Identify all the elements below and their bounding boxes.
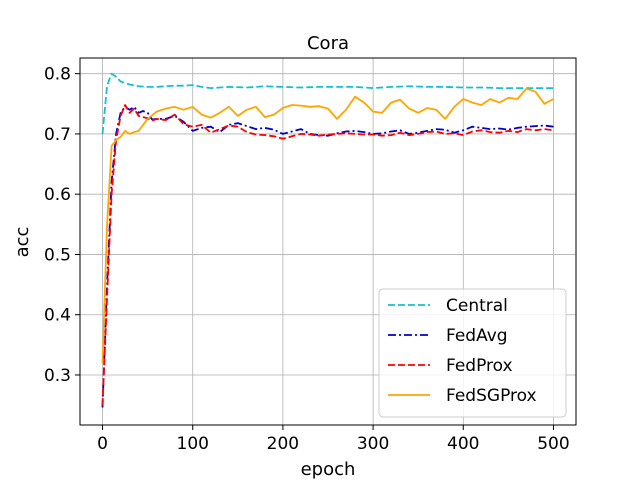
legend-label: FedProx [446,356,513,376]
plot-frame [79,57,577,426]
x-tick-label: 0 [97,434,108,454]
y-axis-ticks: 0.3 0.4 0.5 0.6 0.7 0.8 [44,65,80,386]
x-tick-label: 500 [537,434,569,454]
x-axis-label: epoch [301,459,356,480]
series-lines [101,72,554,408]
x-axis-ticks: 0 100 200 300 400 500 [97,425,570,454]
x-tick-label: 400 [447,434,479,454]
y-tick-label: 0.3 [44,366,71,386]
series-line-fedprox [101,104,554,406]
legend: Central FedAvg FedProx FedSGProx [378,288,567,418]
series-line-fedsgprox [101,87,554,363]
y-tick-label: 0.6 [44,185,71,205]
legend-box [378,288,567,418]
y-tick-label: 0.4 [44,306,71,326]
series-line-fedavg [101,105,554,408]
legend-label: FedSGProx [446,386,537,406]
y-tick-label: 0.8 [44,65,71,85]
chart-title: Cora [307,33,349,54]
x-tick-label: 200 [267,434,299,454]
x-tick-label: 300 [357,434,389,454]
x-tick-label: 100 [177,434,209,454]
y-tick-label: 0.7 [44,125,71,145]
legend-label: FedAvg [446,326,508,346]
legend-label: Central [446,296,508,316]
y-axis-label: acc [12,227,33,258]
y-tick-label: 0.5 [44,245,71,265]
